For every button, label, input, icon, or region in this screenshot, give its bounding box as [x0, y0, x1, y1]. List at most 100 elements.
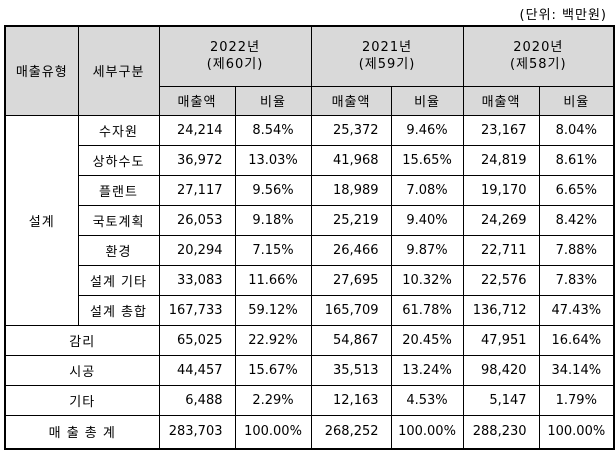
cell-amount: 136,712 [462, 294, 540, 326]
cell-ratio: 15.67% [234, 354, 312, 386]
table-row-sigong: 시공 44,457 15.67% 35,513 13.24% 98,420 34… [4, 354, 615, 386]
row-label: 국토계획 [77, 204, 160, 236]
cell-ratio: 16.64% [538, 324, 615, 356]
cell-ratio: 59.12% [234, 294, 312, 326]
cell-amount: 65,025 [158, 324, 236, 356]
cell-ratio: 15.65% [390, 144, 464, 176]
row-label: 매 출 총 계 [4, 414, 160, 450]
table-row-hwangyeong: 환경 20,294 7.15% 26,466 9.87% 22,711 7.88… [5, 234, 615, 266]
header-year-2021: 2021년 (제59기) [310, 25, 464, 87]
cell-amount: 12,163 [310, 384, 392, 416]
cell-ratio: 2.29% [234, 384, 312, 416]
cell-ratio: 7.15% [234, 234, 312, 266]
term-label: (제60기) [206, 57, 264, 73]
year-label: 2021년 [362, 40, 413, 56]
cell-amount: 33,083 [158, 264, 236, 296]
row-label: 플랜트 [77, 174, 160, 206]
cell-amount: 165,709 [310, 294, 392, 326]
cell-ratio: 61.78% [390, 294, 464, 326]
cell-amount: 54,867 [310, 324, 392, 356]
table-row-gukto: 국토계획 26,053 9.18% 25,219 9.40% 24,269 8.… [5, 204, 615, 236]
header-amount-2020: 매출액 [462, 85, 540, 116]
cell-ratio: 6.65% [538, 174, 615, 206]
table-row-sanghasudo: 상하수도 36,972 13.03% 41,968 15.65% 24,819 … [5, 144, 615, 176]
cell-amount: 6,488 [158, 384, 236, 416]
cell-ratio: 9.56% [234, 174, 312, 206]
cell-ratio: 4.53% [390, 384, 464, 416]
cell-ratio: 10.32% [390, 264, 464, 296]
header-ratio-2020: 비율 [538, 85, 615, 116]
cell-amount: 24,269 [462, 204, 540, 236]
row-label: 시공 [4, 354, 160, 386]
table-row-design-total: 설계 총합 167,733 59.12% 165,709 61.78% 136,… [5, 294, 615, 326]
cell-amount: 283,703 [158, 414, 236, 450]
table-row-gita: 기타 6,488 2.29% 12,163 4.53% 5,147 1.79% [4, 384, 615, 416]
cell-amount: 27,695 [310, 264, 392, 296]
cell-amount: 47,951 [462, 324, 540, 356]
cell-amount: 268,252 [310, 414, 392, 450]
header-year-2020: 2020년 (제58기) [462, 25, 615, 87]
table-row-grand-total: 매 출 총 계 283,703 100.00% 268,252 100.00% … [4, 414, 615, 450]
header-amount-2022: 매출액 [158, 85, 236, 116]
row-label: 기타 [4, 384, 160, 416]
cell-ratio: 11.66% [234, 264, 312, 296]
cell-ratio: 13.24% [390, 354, 464, 386]
cell-ratio: 22.92% [234, 324, 312, 356]
cell-amount: 36,972 [158, 144, 236, 176]
header-detail: 세부구분 [77, 25, 160, 116]
table-row-design-etc: 설계 기타 33,083 11.66% 27,695 10.32% 22,576… [5, 264, 615, 296]
cell-ratio: 13.03% [234, 144, 312, 176]
table-row-plant: 플랜트 27,117 9.56% 18,989 7.08% 19,170 6.6… [5, 174, 615, 206]
cell-ratio: 47.43% [538, 294, 615, 326]
cell-amount: 26,053 [158, 204, 236, 236]
row-label: 설계 총합 [77, 294, 160, 326]
cell-ratio: 8.61% [538, 144, 615, 176]
cell-amount: 26,466 [310, 234, 392, 266]
cell-ratio: 9.40% [390, 204, 464, 236]
cell-amount: 19,170 [462, 174, 540, 206]
cell-amount: 44,457 [158, 354, 236, 386]
cell-amount: 23,167 [462, 114, 540, 146]
cell-amount: 5,147 [462, 384, 540, 416]
term-label: (제59기) [358, 57, 416, 73]
header-row-years: 매출유형 세부구분 2022년 (제60기) 2021년 (제59기) 2020… [4, 25, 615, 116]
cell-amount: 20,294 [158, 234, 236, 266]
cell-amount: 98,420 [462, 354, 540, 386]
cell-ratio: 8.54% [234, 114, 312, 146]
cell-ratio: 8.42% [538, 204, 615, 236]
year-label: 2020년 [513, 40, 564, 56]
cell-amount: 24,819 [462, 144, 540, 176]
cell-ratio: 9.18% [234, 204, 312, 236]
cell-amount: 25,372 [310, 114, 392, 146]
header-ratio-2021: 비율 [390, 85, 464, 116]
table-row-sujawon: 설계 수자원 24,214 8.54% 25,372 9.46% 23,167 … [4, 114, 615, 326]
cell-amount: 22,711 [462, 234, 540, 266]
cell-ratio: 100.00% [234, 414, 312, 450]
cell-ratio: 7.08% [390, 174, 464, 206]
unit-label: (단위: 백만원) [519, 8, 607, 23]
header-row-sub: 매출액 비율 매출액 비율 매출액 비율 [5, 85, 615, 116]
cell-ratio: 9.46% [390, 114, 464, 146]
term-label: (제58기) [509, 57, 567, 73]
cell-amount: 27,117 [158, 174, 236, 206]
cell-amount: 22,576 [462, 264, 540, 296]
cell-ratio: 8.04% [538, 114, 615, 146]
cell-amount: 35,513 [310, 354, 392, 386]
group-label-design: 설계 [4, 114, 79, 326]
cell-ratio: 100.00% [390, 414, 464, 450]
row-label: 감리 [4, 324, 160, 356]
cell-ratio: 9.87% [390, 234, 464, 266]
cell-amount: 288,230 [462, 414, 540, 450]
cell-ratio: 100.00% [538, 414, 615, 450]
cell-ratio: 1.79% [538, 384, 615, 416]
table-row-gamri: 감리 65,025 22.92% 54,867 20.45% 47,951 16… [4, 324, 615, 356]
cell-amount: 167,733 [158, 294, 236, 326]
cell-ratio: 34.14% [538, 354, 615, 386]
cell-ratio: 20.45% [390, 324, 464, 356]
year-label: 2022년 [209, 40, 261, 56]
row-label: 상하수도 [77, 144, 160, 176]
cell-amount: 25,219 [310, 204, 392, 236]
row-label: 환경 [77, 234, 160, 266]
row-label: 수자원 [77, 114, 160, 146]
